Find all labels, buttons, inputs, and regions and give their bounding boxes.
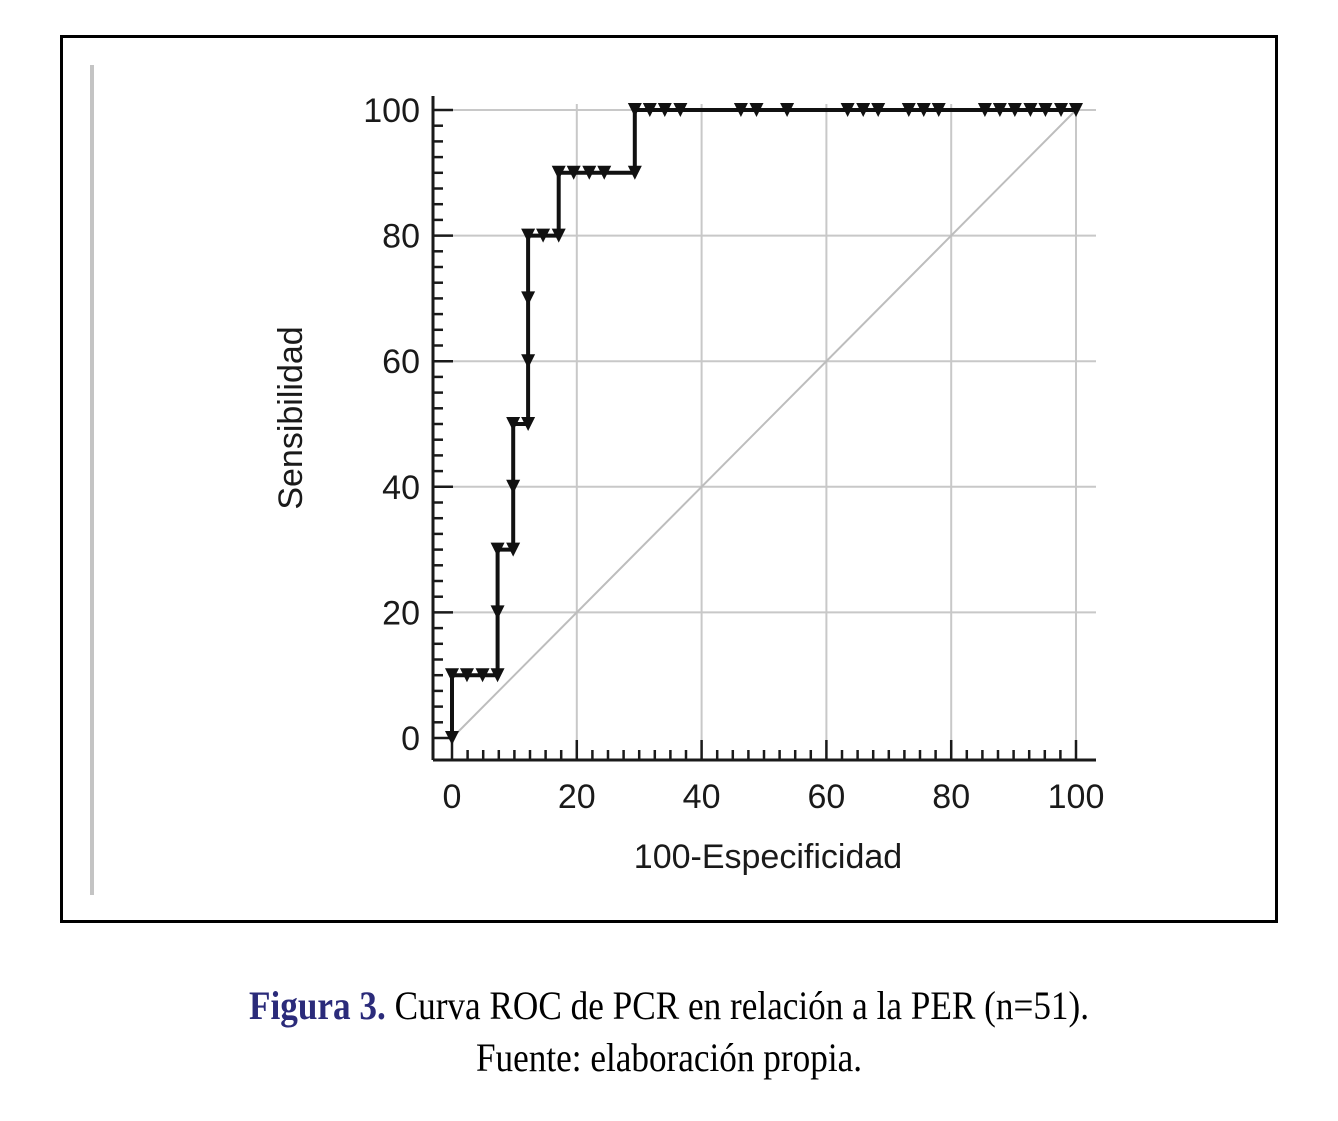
caption-text: Curva ROC de PCR en relación a la PER (n… — [385, 983, 1090, 1028]
caption-label: Figura 3. — [248, 983, 386, 1028]
roc-marker — [566, 165, 581, 180]
roc-marker — [506, 479, 521, 494]
roc-marker — [840, 103, 855, 117]
x-tick-label-20: 20 — [558, 778, 596, 816]
roc-marker — [521, 228, 536, 243]
x-tick-label-40: 40 — [683, 778, 721, 816]
roc-marker — [459, 668, 474, 683]
roc-marker — [642, 103, 657, 117]
roc-marker — [916, 103, 931, 117]
roc-marker — [506, 417, 521, 431]
y-axis-title: Sensibilidad — [272, 326, 310, 509]
y-tick-label-100: 100 — [363, 92, 420, 130]
figure-frame — [60, 35, 1278, 923]
roc-marker — [749, 103, 764, 117]
caption-line-2: Fuente: elaboración propia. — [475, 1035, 863, 1080]
roc-marker — [1069, 103, 1083, 117]
roc-marker — [445, 668, 459, 683]
roc-marker — [780, 103, 795, 117]
roc-marker — [871, 103, 886, 117]
roc-marker — [673, 103, 688, 117]
roc-marker — [931, 103, 946, 117]
grid-lines — [433, 104, 1096, 760]
roc-marker — [1054, 103, 1069, 117]
roc-marker — [1007, 103, 1022, 117]
roc-marker — [490, 605, 505, 620]
roc-marker — [506, 542, 521, 557]
roc-marker — [597, 165, 612, 180]
roc-marker — [521, 354, 536, 369]
roc-marker — [445, 731, 459, 745]
roc-marker — [490, 542, 505, 557]
tick-labels: 0 20 40 60 80 100 0 20 40 60 80 100 — [363, 92, 1104, 816]
roc-marker — [627, 103, 642, 117]
x-axis-title: 100-Especificidad — [634, 838, 902, 876]
left-rule — [90, 65, 94, 895]
roc-marker — [521, 291, 536, 306]
roc-marker — [733, 103, 748, 117]
roc-marker — [521, 417, 536, 431]
x-tick-label-100: 100 — [1048, 778, 1105, 816]
roc-marker — [657, 103, 672, 117]
y-tick-label-40: 40 — [382, 469, 420, 507]
y-tick-label-60: 60 — [382, 343, 420, 381]
caption-line-1: Figura 3. Curva ROC de PCR en relación a… — [80, 980, 1257, 1032]
y-tick-label-0: 0 — [401, 720, 420, 758]
axes — [431, 96, 1096, 762]
y-tick-label-20: 20 — [382, 594, 420, 632]
x-tick-label-60: 60 — [807, 778, 845, 816]
reference-diagonal — [451, 109, 1077, 739]
x-tick-label-80: 80 — [932, 778, 970, 816]
roc-marker — [551, 165, 566, 180]
roc-markers — [445, 103, 1083, 745]
roc-marker — [490, 668, 505, 683]
roc-marker — [551, 228, 566, 243]
roc-marker — [856, 103, 871, 117]
roc-marker — [475, 668, 490, 683]
figure-caption: Figura 3. Curva ROC de PCR en relación a… — [80, 980, 1257, 1084]
y-tick-label-80: 80 — [382, 218, 420, 256]
x-tick-label-0: 0 — [443, 778, 462, 816]
roc-marker — [1023, 103, 1038, 117]
roc-marker — [901, 103, 916, 117]
roc-marker — [536, 228, 551, 243]
roc-marker — [1038, 103, 1053, 117]
roc-marker — [977, 103, 992, 117]
roc-marker — [992, 103, 1007, 117]
roc-marker — [627, 165, 642, 180]
roc-marker — [582, 165, 597, 180]
